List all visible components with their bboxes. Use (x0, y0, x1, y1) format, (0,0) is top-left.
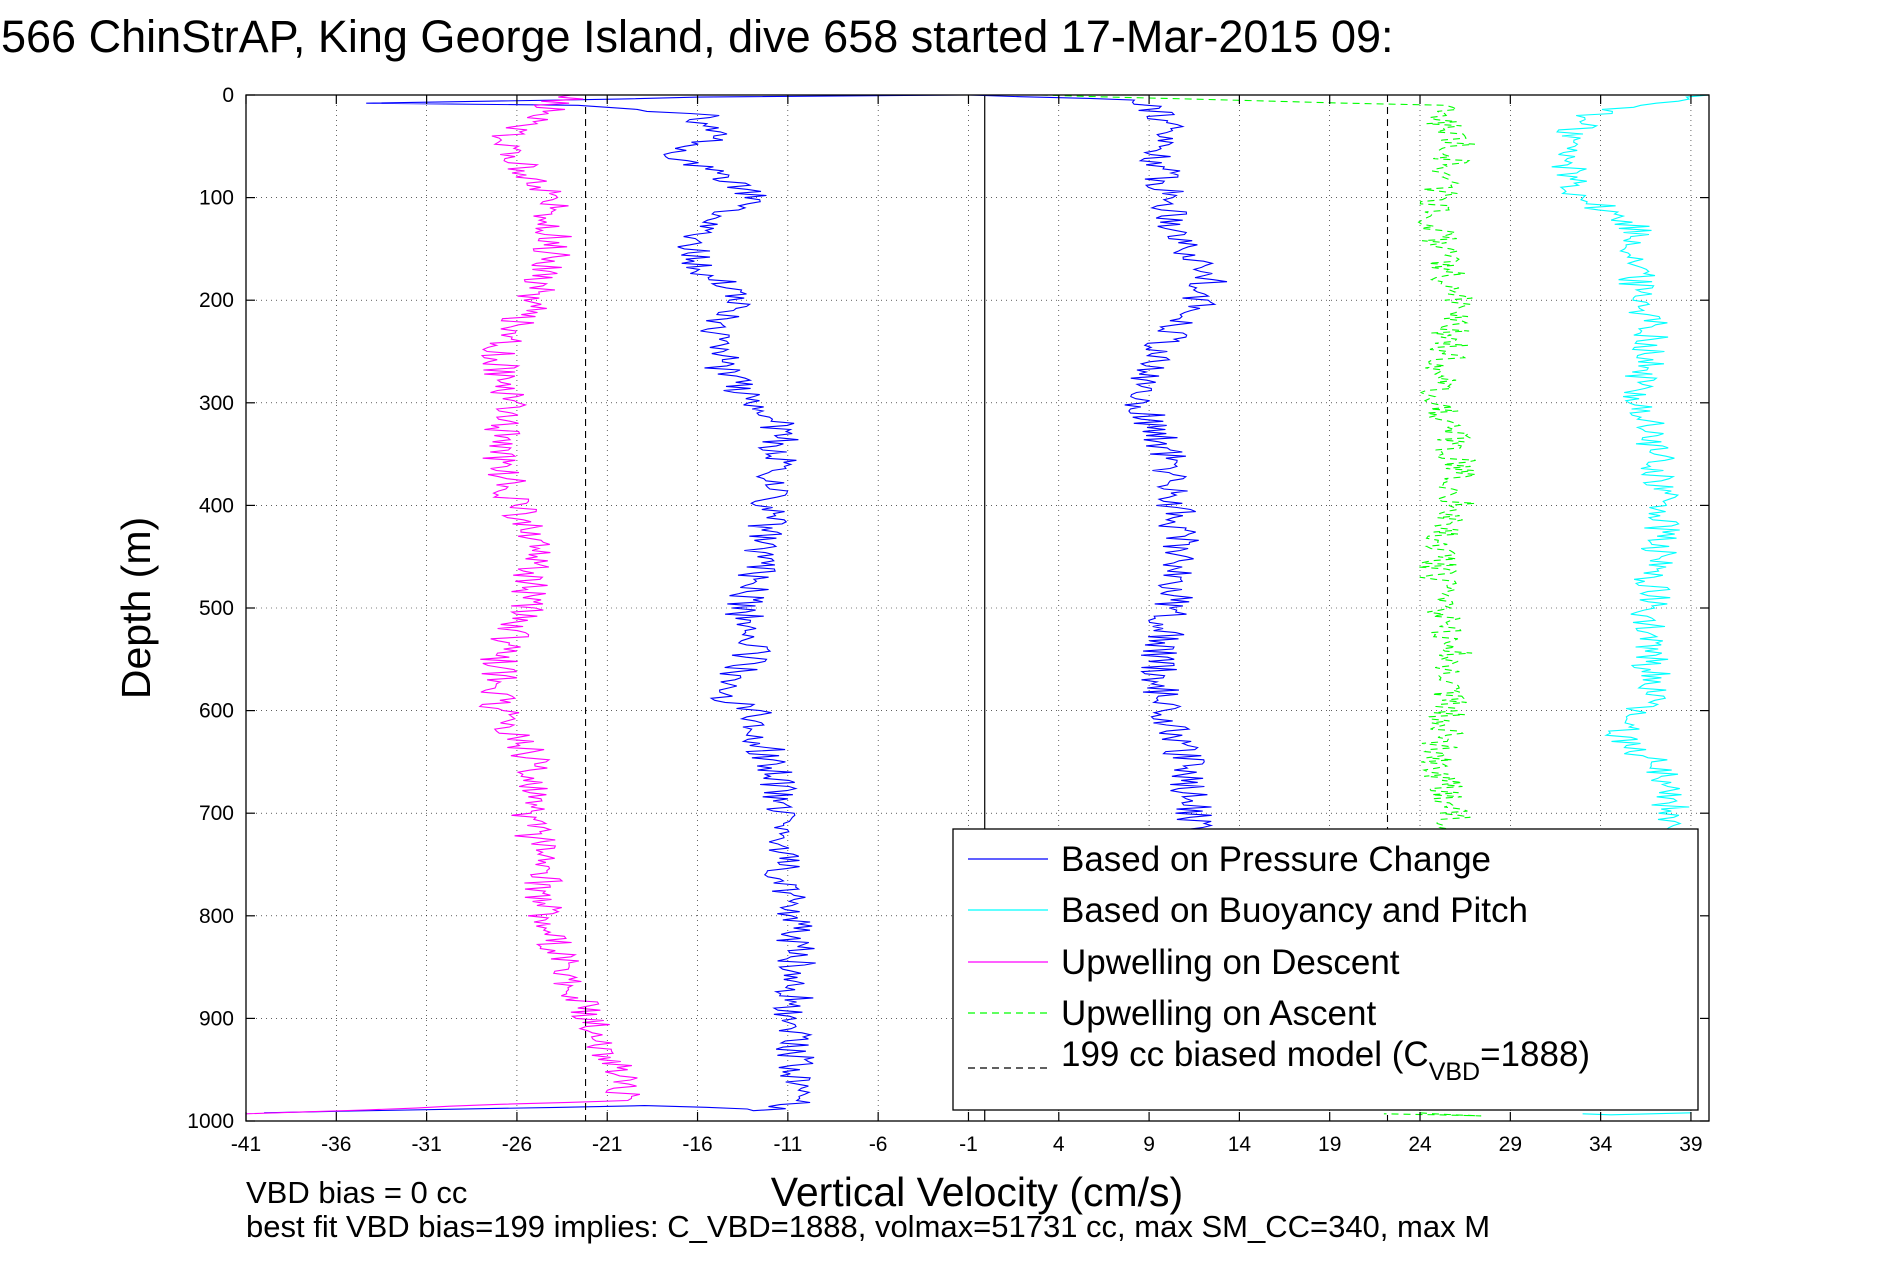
series-line-pressure (264, 94, 969, 1114)
x-axis-ticks: -41 -36 -31 -26 -21 -16 -11 -6 -1 4 9 14 19 24 29 34 39 (231, 95, 1703, 1156)
series-line-ascent (1040, 94, 1477, 835)
x-tick-label: -11 (773, 1133, 802, 1156)
legend: Based on Pressure Change Based on Buoyan… (952, 828, 1699, 1111)
y-tick-label: 700 (199, 802, 234, 825)
y-tick-label: 500 (199, 597, 234, 620)
legend-label-pressure: Based on Pressure Change (1061, 840, 1491, 879)
series-line-pressure-ascent (968, 94, 1228, 835)
x-tick-label: 34 (1589, 1133, 1613, 1156)
y-tick-label: 800 (199, 905, 234, 928)
y-tick-label: 400 (199, 494, 234, 517)
y-tick-label: 300 (199, 392, 234, 415)
x-tick-label: 14 (1228, 1133, 1252, 1156)
series-line-buoyancy (1551, 94, 1710, 835)
legend-label-model-suffix: =1888) (1480, 1035, 1590, 1074)
series-line-descent (245, 94, 641, 1115)
x-tick-label: 4 (1053, 1133, 1065, 1156)
y-tick-label: 0 (222, 84, 234, 107)
x-tick-label: 39 (1679, 1133, 1702, 1156)
legend-label-descent: Upwelling on Descent (1061, 943, 1400, 982)
y-tick-label: 1000 (187, 1110, 234, 1133)
x-tick-label: 24 (1408, 1133, 1432, 1156)
legend-label-buoyancy: Based on Buoyancy and Pitch (1061, 891, 1528, 930)
legend-box (952, 828, 1699, 1111)
y-tick-label: 200 (199, 289, 234, 312)
x-tick-label: -21 (592, 1133, 622, 1156)
data-layer (245, 94, 1710, 1121)
legend-label-model-main: 199 cc biased model (C (1061, 1035, 1429, 1074)
x-tick-label: -6 (869, 1133, 888, 1156)
legend-label-ascent: Upwelling on Ascent (1061, 994, 1376, 1033)
x-tick-label: -31 (411, 1133, 441, 1156)
x-tick-label: -1 (959, 1133, 978, 1156)
x-tick-label: 9 (1143, 1133, 1155, 1156)
y-tick-label: 600 (199, 700, 234, 723)
y-tick-label: 900 (199, 1007, 234, 1030)
legend-label-model: 199 cc biased model (CVBD=1888) (1061, 1035, 1590, 1086)
x-tick-label: -41 (231, 1133, 261, 1156)
x-tick-label: -36 (321, 1133, 351, 1156)
x-axis-label: Vertical Velocity (cm/s) (771, 1169, 1183, 1215)
chart-title: 566 ChinStrAP, King George Island, dive … (1, 11, 1394, 62)
note-best-fit: best fit VBD bias=199 implies: C_VBD=188… (246, 1209, 1490, 1244)
legend-label-model-sub: VBD (1429, 1058, 1480, 1086)
y-axis-label: Depth (m) (113, 517, 159, 699)
y-axis-ticks: 0 100 200 300 400 500 600 700 800 900 1000 (187, 84, 1709, 1133)
series-line-buoyancy-bottom (1582, 1112, 1691, 1116)
x-tick-label: -26 (502, 1133, 532, 1156)
x-tick-label: -16 (682, 1133, 712, 1156)
x-tick-label: 29 (1499, 1133, 1522, 1156)
note-vbd-bias: VBD bias = 0 cc (246, 1175, 467, 1210)
series-line-ascent-bottom (1383, 1112, 1482, 1117)
x-tick-label: 19 (1318, 1133, 1341, 1156)
y-tick-label: 100 (199, 187, 234, 210)
